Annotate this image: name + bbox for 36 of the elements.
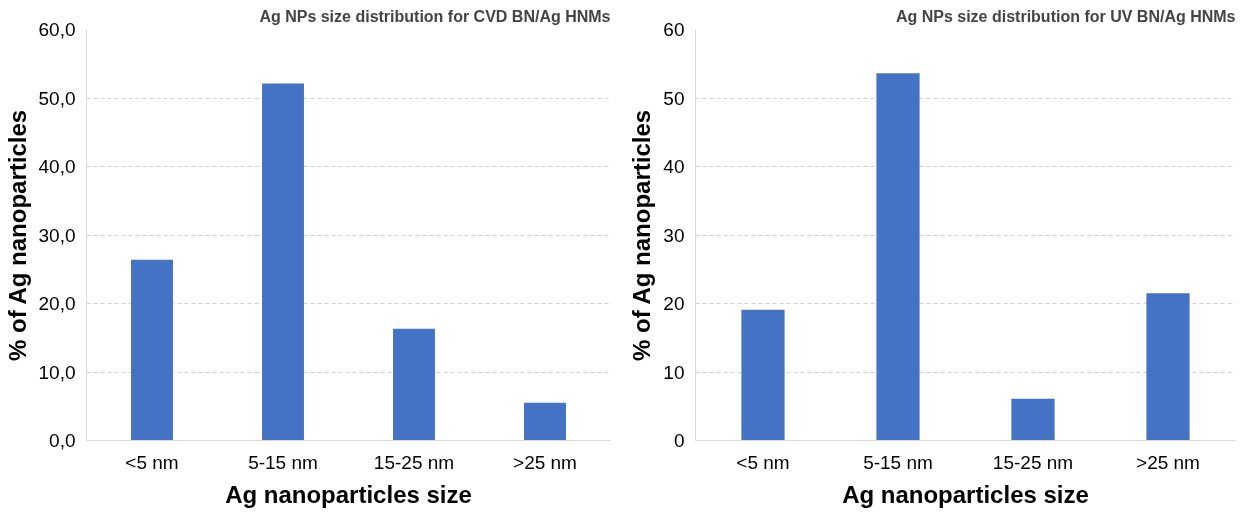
y-tick-label: 10,0 — [38, 361, 76, 383]
y-tick-label: 30 — [663, 224, 685, 246]
bar — [131, 259, 173, 441]
x-tick-label: 5-15 nm — [863, 451, 933, 473]
x-axis-title: Ag nanoparticles size — [225, 480, 472, 508]
x-tick-label: <5 nm — [125, 451, 179, 473]
bar — [741, 309, 785, 441]
y-tick-label: 40,0 — [38, 156, 76, 177]
y-tick-label: 20,0 — [38, 293, 76, 314]
y-tick-label: 60,0 — [38, 19, 76, 40]
bar — [393, 328, 435, 441]
chart-title: Ag NPs size distribution for CVD BN/Ag HNMs — [259, 7, 611, 25]
x-tick-label: 5-15 nm — [248, 451, 318, 473]
y-tick-label: 0,0 — [49, 430, 76, 451]
x-tick-label: >25 nm — [513, 451, 577, 473]
bar — [1011, 398, 1055, 441]
x-tick-label: <5 nm — [736, 451, 790, 473]
y-axis-title: % of Ag nanoparticles — [3, 109, 31, 362]
y-tick-label: 40 — [663, 156, 685, 177]
x-tick-label: >25 nm — [1136, 451, 1200, 473]
y-tick-label: 30,0 — [38, 224, 76, 246]
bar — [524, 402, 566, 441]
y-tick-label: 50 — [663, 87, 685, 109]
y-axis-title: % of Ag nanoparticles — [628, 109, 656, 362]
y-tick-label: 20 — [663, 293, 685, 314]
y-tick-label: 0 — [673, 430, 685, 451]
bar — [876, 73, 920, 441]
bar — [262, 83, 304, 441]
y-tick-label: 10 — [663, 361, 685, 383]
y-tick-label: 50,0 — [38, 87, 76, 109]
y-tick-label: 60 — [663, 19, 685, 40]
bar — [1146, 293, 1190, 441]
chart-title: Ag NPs size distribution for UV BN/Ag HNMs — [895, 7, 1236, 25]
x-tick-label: 15-25 nm — [373, 451, 455, 473]
x-axis-title: Ag nanoparticles size — [842, 480, 1089, 508]
x-tick-label: 15-25 nm — [992, 451, 1074, 473]
